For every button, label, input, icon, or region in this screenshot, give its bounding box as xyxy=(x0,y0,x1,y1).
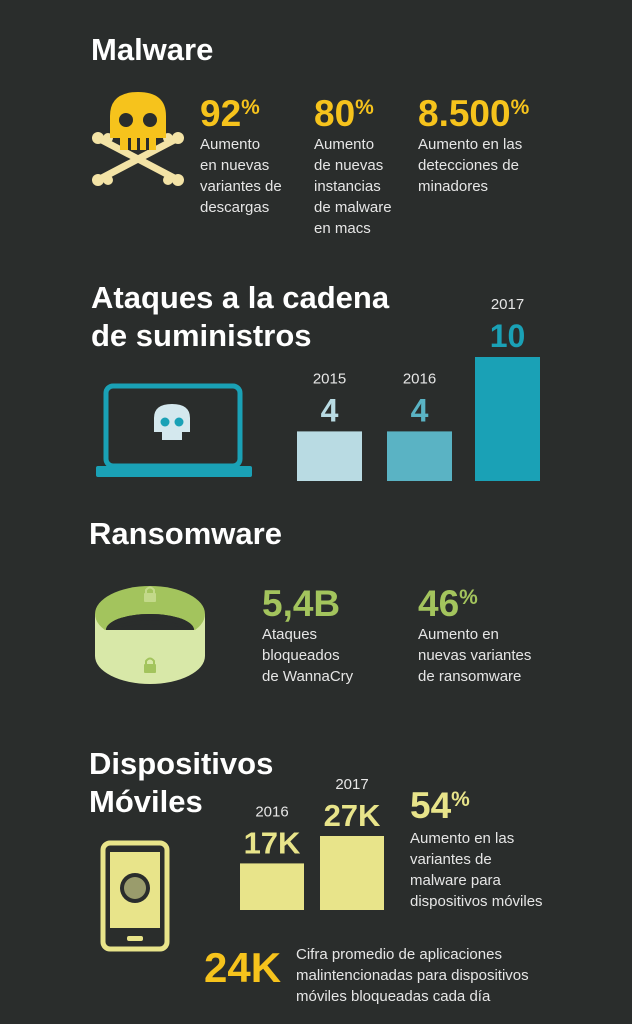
malware-stat-3-desc: Aumento en las detecciones de minadores xyxy=(418,136,523,195)
malware-stat-2-value: 80% xyxy=(314,93,374,134)
ransomware-stat-1-value: 5,4B xyxy=(262,583,341,624)
bar-2017 xyxy=(475,357,540,481)
laptop-skull-icon xyxy=(96,383,252,477)
ring-lock-icon xyxy=(95,586,205,684)
bar-category-label-2016: 2016 xyxy=(255,803,288,820)
ransomware-stat-1-desc: Ataques bloqueados de WannaCry xyxy=(262,626,354,685)
malware-stat-1-value: 92% xyxy=(200,93,260,134)
smartphone-icon xyxy=(100,840,170,952)
bar-value-label-2017: 10 xyxy=(490,318,526,354)
supply-chain-heading-line2: de suministros xyxy=(91,318,312,353)
mobile-stat-desc: Aumento en las variantes de malware para… xyxy=(410,830,543,910)
malware-stat-2-desc: Aumento de nuevas instancias de malware … xyxy=(314,136,392,237)
malware-stat-3-value: 8.500% xyxy=(418,93,530,134)
malware-heading: Malware xyxy=(91,32,214,67)
mobile-footer-desc: Cifra promedio de aplicaciones malintenc… xyxy=(296,946,529,1005)
bar-category-label-2015: 2015 xyxy=(313,370,346,387)
ransomware-stat-2-desc: Aumento en nuevas variantes de ransomwar… xyxy=(418,626,532,685)
bar-value-label-2017: 27K xyxy=(324,798,381,833)
mobile-footer-value: 24K xyxy=(204,944,282,991)
ransomware-heading: Ransomware xyxy=(89,516,282,551)
supply-chain-heading-line1: Ataques a la cadena xyxy=(91,280,390,315)
mobile-stat-value: 54% xyxy=(410,785,470,826)
bar-value-label-2016: 17K xyxy=(244,825,301,860)
bar-category-label-2016: 2016 xyxy=(403,370,436,387)
bar-2016 xyxy=(387,431,452,481)
mobile-heading-line1: Dispositivos xyxy=(89,746,274,781)
bar-category-label-2017: 2017 xyxy=(335,776,368,793)
bar-value-label-2016: 4 xyxy=(411,392,429,428)
bar-2015 xyxy=(297,431,362,481)
mobile-heading-line2: Móviles xyxy=(89,784,203,819)
skull-crossbones-icon xyxy=(92,92,184,186)
bar-value-label-2015: 4 xyxy=(321,392,339,428)
bar-2016 xyxy=(240,863,304,910)
malware-stat-1-desc: Aumento en nuevas variantes de descargas xyxy=(200,136,282,216)
mobile-heading: Dispositivos Móviles xyxy=(89,745,273,821)
ransomware-stat-2-value: 46% xyxy=(418,583,478,624)
bar-category-label-2017: 2017 xyxy=(491,296,524,313)
bar-2017 xyxy=(320,836,384,910)
supply-chain-heading: Ataques a la cadena de suministros xyxy=(91,279,389,355)
